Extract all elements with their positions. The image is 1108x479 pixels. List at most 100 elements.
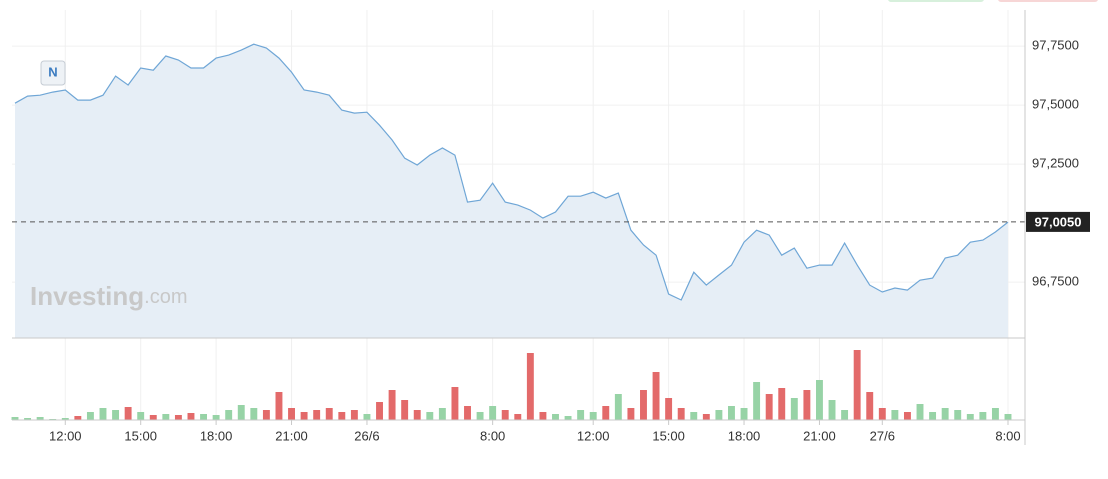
- volume-bar: [841, 410, 849, 420]
- volume-bar: [376, 402, 383, 420]
- volume-bar: [24, 418, 32, 420]
- volume-bar: [200, 414, 208, 420]
- volume-bar: [954, 410, 962, 420]
- volume-bar: [991, 408, 999, 420]
- volume-bar: [288, 408, 295, 420]
- y-tick-label: 97,2500: [1032, 156, 1079, 171]
- volume-bar: [564, 416, 572, 420]
- volume-bar: [640, 390, 647, 420]
- volume-bar: [577, 410, 585, 420]
- area: [15, 44, 1008, 338]
- watermark-suffix: .com: [144, 286, 187, 308]
- volume-bar: [451, 387, 459, 420]
- volume-bar: [589, 412, 597, 420]
- volume-bar: [237, 405, 245, 420]
- volume-bar: [250, 408, 258, 420]
- volume-bar: [174, 415, 182, 420]
- volume-bar: [891, 410, 899, 420]
- badge[interactable]: N: [40, 60, 66, 86]
- volume-bar: [614, 394, 622, 420]
- volume-bar: [124, 407, 132, 420]
- volume-bar: [162, 414, 170, 420]
- last-price-box: [1026, 211, 1090, 232]
- volume-bar: [803, 390, 811, 420]
- volume-bar: [438, 408, 446, 420]
- volume-bar: [941, 408, 949, 420]
- volume-bar: [325, 408, 333, 420]
- volume-bar: [753, 382, 761, 420]
- volume-bar: [765, 394, 773, 420]
- volume-bar: [401, 400, 409, 420]
- volume-bar: [262, 410, 270, 420]
- volume-bar: [388, 390, 396, 420]
- volume-bar: [489, 406, 497, 420]
- volume-bar: [652, 372, 660, 420]
- x-tick-label: 8:00: [995, 428, 1020, 443]
- volume-bar: [690, 412, 698, 420]
- line: [14, 43, 1009, 301]
- volume-bar: [627, 408, 635, 420]
- x-tick-label: 8:00: [480, 428, 505, 443]
- volume-bar: [552, 414, 559, 420]
- volume-bar: [602, 406, 610, 420]
- volume-bar: [363, 414, 371, 420]
- volume-bar: [903, 412, 911, 420]
- volume-bar: [350, 410, 358, 420]
- volume-bar: [677, 408, 685, 420]
- volume-bar: [878, 408, 886, 420]
- x-tick-label: 27/6: [870, 428, 895, 443]
- volume-bar: [526, 353, 534, 420]
- volume-bar: [514, 414, 522, 420]
- volume-bar: [828, 400, 836, 420]
- volume-bar: [275, 392, 283, 420]
- volume-bar: [86, 412, 94, 420]
- volume-bar: [740, 408, 748, 420]
- volume-bar: [149, 415, 157, 420]
- volume-bar: [426, 412, 434, 420]
- x-tick-label: 18:00: [200, 428, 233, 443]
- x-tick-label: 26/6: [354, 428, 379, 443]
- x-tick-label: 12:00: [49, 428, 82, 443]
- volume-bar: [815, 380, 823, 420]
- volume-bar: [1004, 414, 1012, 420]
- x-tick-label: 15:00: [652, 428, 685, 443]
- x-tick-label: 12:00: [577, 428, 610, 443]
- volume-bar: [36, 417, 44, 420]
- volume-bar: [916, 404, 924, 420]
- y-tick-label: 97,5000: [1032, 97, 1079, 112]
- plot: [11, 43, 1025, 420]
- volume-bar: [112, 410, 120, 420]
- volume-bar: [464, 406, 471, 420]
- volume-bar: [300, 412, 308, 420]
- x-tick-label: 21:00: [275, 428, 308, 443]
- volume-bar: [866, 392, 874, 420]
- top-button[interactable]: [888, 0, 984, 2]
- volume-bar: [61, 418, 69, 420]
- watermark: Investing.com: [30, 281, 187, 311]
- x-labels: 12:00 15:00 18:00 21:00 26/6 8:00 12:00 15:00 18…: [49, 420, 1021, 443]
- volume-bar: [476, 412, 484, 420]
- volume-bar: [501, 410, 509, 420]
- volume-bar: [11, 417, 19, 420]
- volume-bar: [99, 408, 107, 420]
- top-button[interactable]: [998, 0, 1098, 2]
- volume-bar: [137, 412, 145, 420]
- volume-bar: [212, 415, 220, 420]
- volume-bar: [74, 416, 82, 420]
- volume-bar: [225, 410, 233, 420]
- volume-bar: [790, 398, 798, 420]
- y-tick-label: 97,7500: [1032, 38, 1079, 53]
- x-tick-label: 21:00: [803, 428, 836, 443]
- x-tick-label: 15:00: [124, 428, 157, 443]
- volume-bar: [966, 414, 974, 420]
- y-tick-label: 96,7500: [1032, 274, 1079, 289]
- volume-bar: [979, 412, 987, 420]
- volume-bar: [728, 406, 735, 420]
- volume-bar: [853, 350, 861, 420]
- volume-bar: [539, 412, 547, 420]
- x-tick-label: 18:00: [728, 428, 761, 443]
- volume-bar: [413, 410, 421, 420]
- watermark-main: Investing: [30, 281, 144, 311]
